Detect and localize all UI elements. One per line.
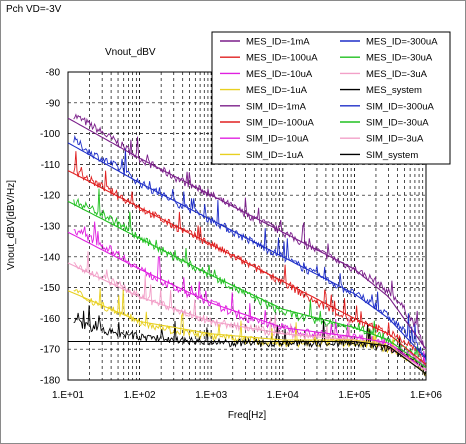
legend-label: MES_ID=-300uA [366,37,438,48]
series-layer [67,113,427,377]
tick-labels: 1.E+01 1.E+02 1.E+03 1.E+04 1.E+05 1.E+06 -80 -… [40,68,442,402]
x-axis-title: Freq[Hz] [228,410,267,421]
y-tick-label: -160 [40,314,60,325]
page-label: Pch VD=-3V [6,4,62,15]
x-tick-label: 1.E+03 [195,390,227,401]
legend-label: MES_ID=-100uA [246,53,318,64]
x-tick-label: 1.E+06 [410,390,442,401]
legend-label: SIM_ID=-1mA [246,101,307,112]
series-sim-id-100ua [67,170,427,366]
y-tick-label: -110 [41,160,61,171]
y-tick-label: -90 [46,98,61,109]
legend-label: SIM_ID=-100uA [246,118,315,129]
series-sim-id-30ua [67,200,427,369]
series-sim-system [68,340,427,375]
x-tick-label: 1.E+05 [338,390,370,401]
legend-label: SIM_ID=-30uA [366,118,429,129]
legend-label: MES_system [366,85,422,96]
legend-label: MES_ID=-30uA [366,53,433,64]
y-tick-label: -120 [40,191,60,202]
series-mes-id-1ua [73,288,427,377]
y-axis-title: Vnout_dBV[dBV/Hz] [6,180,17,270]
legend-label: SIM_ID=-300uA [366,101,435,112]
legend: MES_ID=-1mA MES_ID=-300uA MES_ID=-100uA MES… [211,31,451,165]
y-tick-label: -100 [40,129,60,140]
y-tick-label: -170 [40,345,60,356]
legend-label: MES_ID=-1mA [246,37,310,48]
y-tick-label: -80 [46,68,61,79]
legend-box [211,31,451,165]
x-tick-label: 1.E+02 [124,390,156,401]
series-mes-id-10ua [73,221,427,370]
series-sim-id-1ua [67,290,427,375]
y-tick-label: -140 [40,252,60,263]
series-sim-id-10ua [67,231,427,372]
chart-title: Vnout_dBV [105,47,156,58]
series-sim-id-1ma [67,117,427,350]
legend-label: MES_ID=-3uA [366,69,428,80]
y-tick-label: -130 [40,222,60,233]
series-mes-system [73,305,427,377]
legend-label: SIM_system [366,150,418,161]
legend-label: MES_ID=-10uA [246,69,313,80]
legend-label: MES_ID=-1uA [246,85,308,96]
x-tick-label: 1.E+01 [52,390,84,401]
legend-label: SIM_ID=-10uA [246,134,309,145]
y-tick-label: -150 [40,283,60,294]
legend-label: SIM_ID=-1uA [246,150,304,161]
legend-label: SIM_ID=-3uA [366,134,424,145]
y-tick-label: -180 [40,376,60,387]
x-tick-label: 1.E+04 [267,390,299,401]
series-sim-id-300ua [67,142,427,359]
